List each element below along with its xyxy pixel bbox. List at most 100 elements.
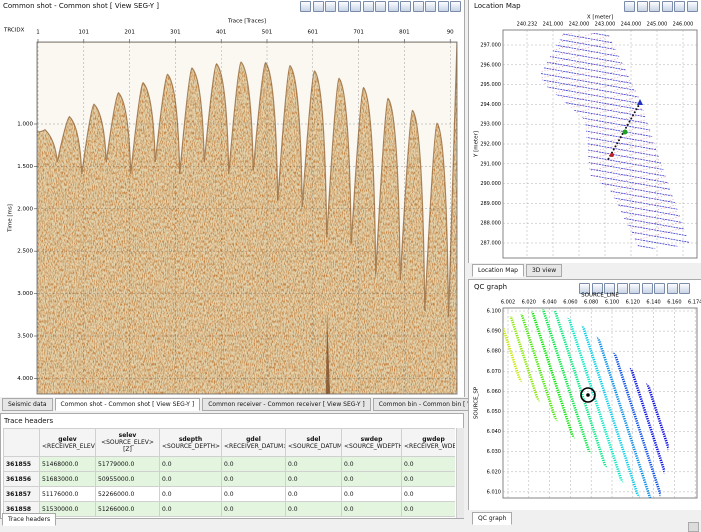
table-cell: 0.0 [159,456,222,472]
toolbar-button[interactable] [375,1,386,12]
toolbar-button[interactable] [425,1,436,12]
table-cell: 0.0 [341,471,402,487]
table-cell: 0.0 [401,471,455,487]
table-row[interactable]: 361856 51683000.0 50955000.0 0.0 0.0 0.0 0.0 0.… [3,471,455,487]
x-tick-label: 1 [36,30,40,36]
receiver-line [530,12,700,15]
y-tick-label: 296.000 [480,62,501,68]
header-cell [3,428,40,457]
table-cell: 0.0 [401,486,455,502]
y-tick-label: 297.000 [480,43,501,49]
header-line: gelev [58,435,77,443]
header-cell[interactable]: gwdep<RECEIVER_WDEPTH> [401,428,455,457]
track-point [628,120,631,123]
toolbar-button[interactable] [412,1,424,12]
table-row[interactable]: 361858 51530000.0 51266000.0 0.0 0.0 0.0 0.0 0.… [3,501,455,517]
header-cell[interactable]: swdep<SOURCE_WDEPTH> [341,428,402,457]
y-axis-label: Time [ms] [8,204,14,233]
scrollbar[interactable] [456,428,464,518]
toolbar-button[interactable] [450,1,461,12]
x-axis-label: SOURCE_LINE [581,293,619,299]
tab[interactable]: Seismic data [2,398,53,411]
header-cell[interactable]: selev <SOURCE_ELEV> [Z] [95,428,160,457]
qc-graph: SOURCE_LINE SOURCE_SP 6.002 6.020 6.040 6.0… [474,293,701,499]
toolbar-button[interactable] [591,283,603,294]
table-cell: 0.0 [341,486,402,502]
x-axis-label: Trace [Traces] [227,19,266,25]
y-tick-label: 287.000 [480,241,501,247]
toolbar-button[interactable] [666,283,678,294]
toolbar-button[interactable] [661,1,673,12]
toolbar-button[interactable] [400,1,411,12]
plot-frame [502,307,698,499]
table-cell: 0.0 [285,471,342,487]
toolbar-button[interactable] [641,283,653,294]
toolbar-button[interactable] [624,1,635,12]
source-marker [637,99,643,105]
source-line [540,74,690,119]
toolbar-button[interactable] [679,283,690,294]
toolbar-button[interactable] [300,1,311,12]
toolbar-button[interactable] [636,1,648,12]
table-row[interactable]: 361857 51176000.0 52266000.0 0.0 0.0 0.0 0.0 0.… [3,486,455,502]
table-cell: 0.0 [341,456,402,472]
toolbar-button[interactable] [312,1,324,12]
y-tick-label: 291.000 [480,161,501,167]
header-cell[interactable]: sdel <SOURCE_DATUM> [285,428,342,457]
toolbar-button[interactable] [337,1,349,12]
toolbar-button[interactable] [616,283,628,294]
tab-bar: Seismic data Common shot - Common shot [ … [0,397,512,411]
toolbar-button[interactable] [325,1,336,12]
header-cell[interactable]: gdel <RECEIVER_DATUM> [221,428,286,457]
x-tick-label: 6.080 [584,300,598,306]
toolbar-button[interactable] [649,1,660,12]
toolbar-button[interactable] [437,1,449,12]
tab[interactable]: Common shot - Common shot [ View SEG-Y ] [54,398,201,411]
source-line [540,62,690,106]
header-line: sdepth [178,435,203,443]
tab[interactable]: Common receiver - Common receiver [ View… [202,398,371,411]
header-cell[interactable]: gelev <RECEIVER_ELEV> [39,428,96,457]
y-tick-label: 6.040 [487,429,501,435]
toolbar-button[interactable] [579,283,590,294]
header-line: selev [118,432,137,439]
x-tick-label: 301 [170,30,181,36]
table-cell: 51266000.0 [95,501,160,517]
source-line [540,161,690,206]
source-line [540,49,690,94]
artifact [326,312,330,394]
table-row[interactable]: 361855 51468000.0 51779000.0 0.0 0.0 0.0 0.0 0.… [3,456,455,472]
table-cell: 0.0 [401,456,455,472]
toolbar-button[interactable] [604,283,615,294]
tab[interactable]: Location Map [472,264,524,277]
tab[interactable]: 3D view [525,264,563,277]
row-id: 361857 [3,486,40,502]
track-point [616,142,619,145]
toolbar-button[interactable] [387,1,399,12]
toolbar-button[interactable] [686,1,698,12]
header-line: <SOURCE_DEPTH> [162,442,221,450]
plot-frame [36,41,458,395]
source-line [540,43,690,88]
tab[interactable]: QC graph [472,512,513,525]
x-tick-label: 6.174 [688,300,701,306]
toolbar-button[interactable] [362,1,374,12]
panel-title: Common shot - Common shot [ View SEG-Y ] [3,2,159,10]
seismic-view: TRCIDX Trace [Traces] Time [ms] 1 101 201 3… [3,19,458,395]
y-axis-label: SOURCE_SP [474,386,480,419]
toolbar-button[interactable] [674,1,685,12]
y-tick-label: 6.050 [487,409,501,415]
toolbar-button[interactable] [654,283,665,294]
table-container: gelev <RECEIVER_ELEV> selev <SOURCE_ELEV> [Z… [3,428,455,518]
trace-headers-panel: Trace headers gelev <RECEIVER_ELEV> selev <… [0,413,464,519]
source-line [540,37,690,82]
x-tick-label: 241.000 [543,22,564,28]
table-cell: 0.0 [341,501,402,517]
toolbar-button[interactable] [629,283,640,294]
panel-title: QC graph [474,283,508,291]
y-tick-label: 3.000 [17,291,33,297]
table-cell: 51683000.0 [39,471,96,487]
tab[interactable]: Trace headers [2,513,57,526]
toolbar-button[interactable] [350,1,361,12]
header-cell[interactable]: sdepth <SOURCE_DEPTH> [159,428,222,457]
